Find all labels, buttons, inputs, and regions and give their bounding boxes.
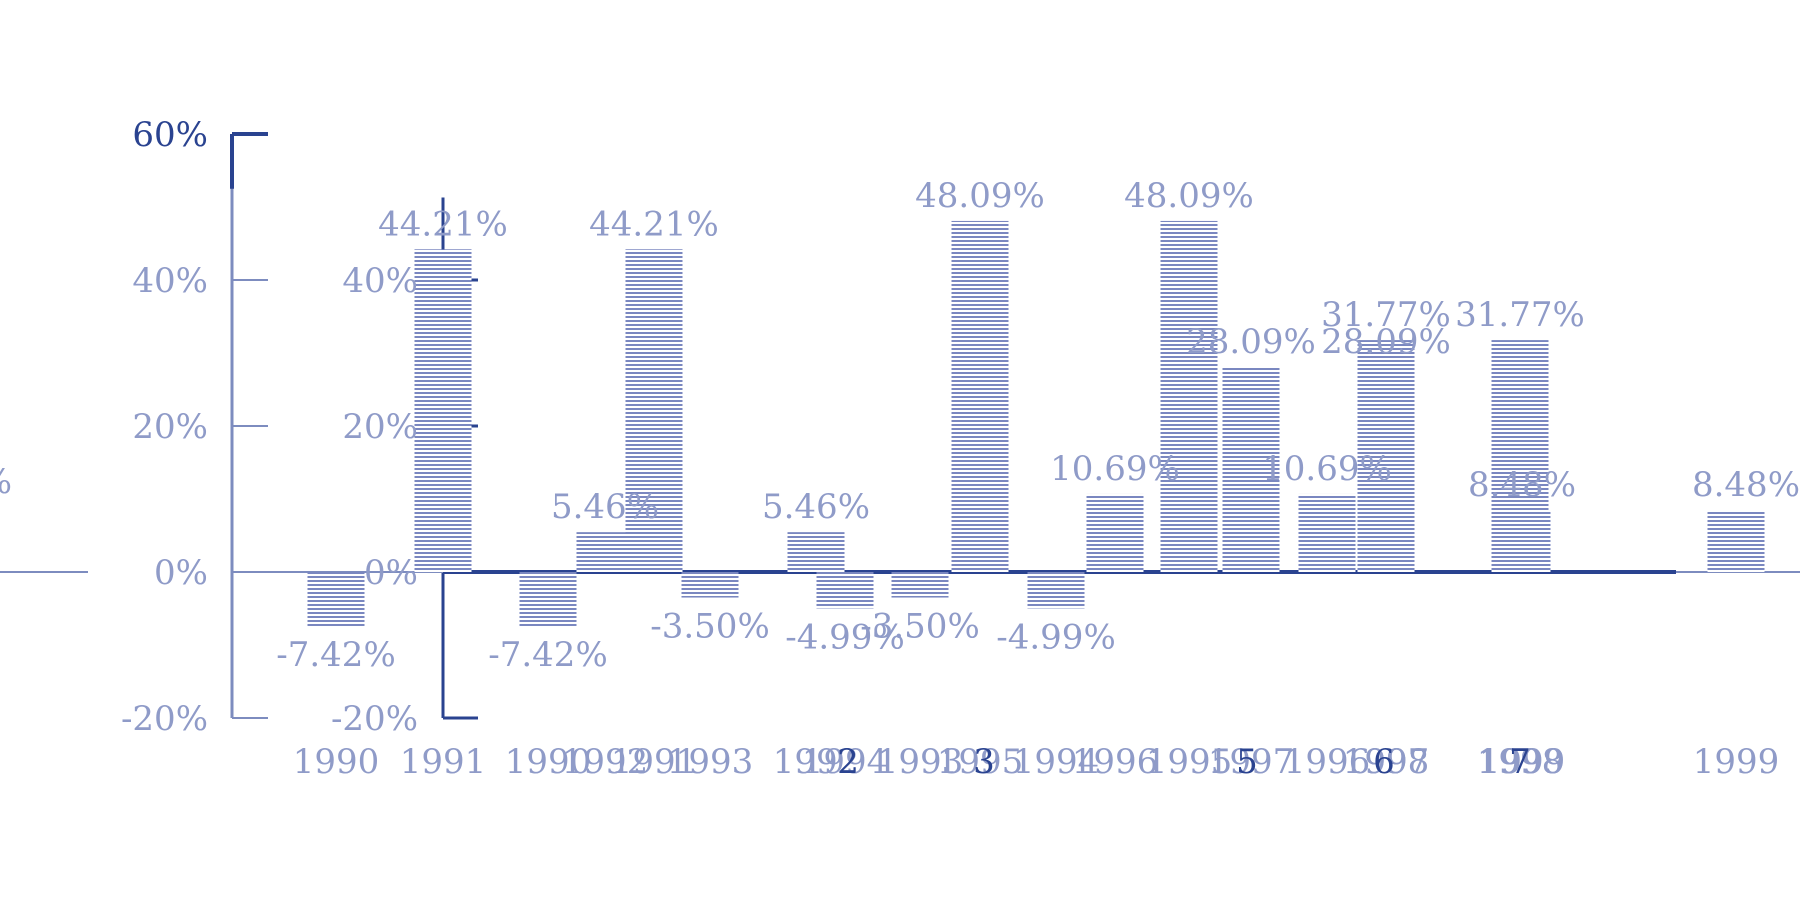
stray-label-fragment: % bbox=[0, 462, 12, 502]
y-tick-label-copy: 20% bbox=[342, 407, 418, 447]
bar-1997 bbox=[1222, 366, 1280, 572]
x-tick-label-copy-1994: 1994 bbox=[1013, 742, 1100, 782]
data-label-1992: 5.46% bbox=[551, 487, 659, 527]
y-tick-label-copy: 40% bbox=[342, 261, 418, 301]
bar-copy-1996 bbox=[1298, 493, 1356, 572]
bar-1991 bbox=[414, 249, 472, 572]
data-label-copy-1998: 31.77% bbox=[1455, 295, 1585, 335]
data-label-1998: 31.77% bbox=[1321, 295, 1451, 335]
bar-1990 bbox=[307, 572, 365, 627]
bar-copy-1998 bbox=[1491, 340, 1549, 572]
bar-1996 bbox=[1086, 493, 1144, 572]
bar-copy-1995 bbox=[1160, 220, 1218, 572]
x-tick-label-copy-1993: 1993 bbox=[877, 742, 964, 782]
text-layer: -20% -20% 0% 0% 20% 20% 40% 40% 60%% -7.42% 44.21%… bbox=[0, 115, 1800, 782]
x-tick-label-1990: 1990 bbox=[293, 742, 380, 782]
bar-copy-1997 bbox=[1357, 366, 1415, 572]
x-tick-label-1995: 1995 bbox=[937, 742, 1024, 782]
x-tick-label-copy-1991: 1991 bbox=[611, 742, 698, 782]
x-fragment-x_fragment_b: 3 bbox=[973, 742, 995, 782]
x-fragment-x_fragment_d: 6 bbox=[1373, 742, 1395, 782]
data-label-copy-1990: -7.42% bbox=[488, 635, 608, 675]
bar-copy-1991 bbox=[625, 249, 683, 572]
data-label-copy-1996: 10.69% bbox=[1262, 449, 1392, 489]
data-label-copy-1995: 48.09% bbox=[1124, 176, 1254, 216]
data-label-1995: 48.09% bbox=[915, 176, 1045, 216]
y-tick-label: 0% bbox=[154, 553, 208, 593]
bar-copy-1993 bbox=[891, 572, 949, 598]
bar-copy-1994 bbox=[1027, 572, 1085, 609]
y-tick-label: 60% bbox=[132, 115, 208, 155]
data-label-1993: -3.50% bbox=[650, 607, 770, 647]
data-label-1990: -7.42% bbox=[276, 635, 396, 675]
x-tick-label-1996: 1996 bbox=[1072, 742, 1159, 782]
x-tick-label-1993: 1993 bbox=[667, 742, 754, 782]
data-label-copy-1993: -3.50% bbox=[860, 607, 980, 647]
x-fragment-x_fragment_e: 7 bbox=[1509, 742, 1531, 782]
data-label-1999: 8.48% bbox=[1468, 465, 1576, 505]
x-tick-label-1998: 1998 bbox=[1343, 742, 1430, 782]
data-label-copy-1992: 5.46% bbox=[762, 487, 870, 527]
y-tick-label-copy: -20% bbox=[331, 699, 418, 739]
y-tick-label-copy: 0% bbox=[364, 553, 418, 593]
bar-1992 bbox=[576, 532, 634, 572]
x-tick-label-copy-1996: 1996 bbox=[1284, 742, 1371, 782]
y-tick-label: 20% bbox=[132, 407, 208, 447]
bar-1993 bbox=[681, 572, 739, 598]
x-tick-label-copy-1992: 1992 bbox=[773, 742, 860, 782]
data-label-copy-1994: -4.99% bbox=[996, 617, 1116, 657]
x-tick-label-edge-1999: 1999 bbox=[1693, 742, 1780, 782]
x-tick-label-1999: 1999 bbox=[1479, 742, 1566, 782]
bar-copy-1990 bbox=[519, 572, 577, 627]
x-tick-label-copy-1995: 1995 bbox=[1146, 742, 1233, 782]
data-label-1991: 44.21% bbox=[378, 204, 508, 244]
data-label-copy-1997: 28.09% bbox=[1321, 322, 1451, 362]
x-tick-label-1992: 1992 bbox=[562, 742, 649, 782]
bar-copy-1992 bbox=[787, 532, 845, 572]
data-label-copy-1991: 44.21% bbox=[589, 204, 719, 244]
bar-edge-1999 bbox=[1707, 510, 1765, 572]
x-tick-label-copy-1997: 1997 bbox=[1343, 742, 1430, 782]
data-label-1997: 28.09% bbox=[1186, 322, 1316, 362]
x-tick-label-copy-1998: 1998 bbox=[1477, 742, 1564, 782]
x-fragment-x_fragment_c: 5 bbox=[1236, 742, 1258, 782]
x-tick-label-1991: 1991 bbox=[400, 742, 487, 782]
bar-1995 bbox=[951, 220, 1009, 572]
data-label-1994: -4.99% bbox=[785, 617, 905, 657]
data-label-edge-1999: 8.48% bbox=[1692, 465, 1800, 505]
y-tick-label: -20% bbox=[121, 699, 208, 739]
y-tick-label: 40% bbox=[132, 261, 208, 301]
bar-1994 bbox=[816, 572, 874, 609]
x-fragment-x_fragment_a: 2 bbox=[837, 742, 859, 782]
x-tick-label-1997: 1997 bbox=[1208, 742, 1295, 782]
data-label-1996: 10.69% bbox=[1050, 449, 1180, 489]
x-tick-label-copy-1990: 1990 bbox=[505, 742, 592, 782]
x-tick-label-1994: 1994 bbox=[802, 742, 889, 782]
bars-layer bbox=[307, 220, 1765, 627]
